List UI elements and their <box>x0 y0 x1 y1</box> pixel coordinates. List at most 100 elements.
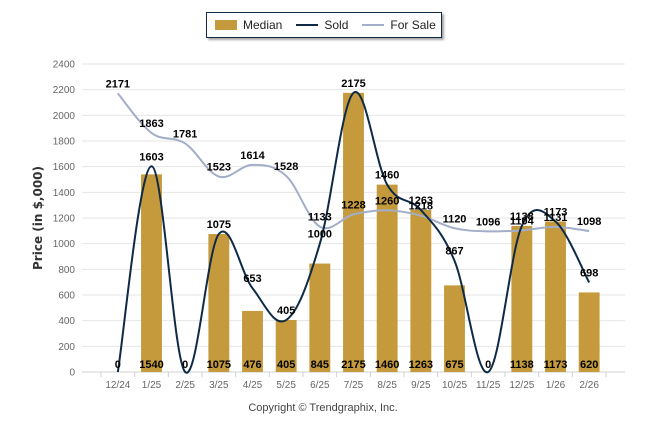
for-sale-value-label: 2171 <box>106 78 130 90</box>
median-value-label: 476 <box>243 359 261 371</box>
sold-value-label: 1173 <box>544 206 568 218</box>
y-tick-label: 1000 <box>53 239 76 250</box>
x-tick-label: 1/25 <box>142 380 162 391</box>
sold-value-label: 1138 <box>510 211 534 223</box>
legend-item-median[interactable]: Median <box>215 18 282 32</box>
sold-value-label: 1075 <box>207 219 231 231</box>
median-bars <box>141 92 600 372</box>
sold-value-label: 653 <box>243 273 261 285</box>
legend-label-median: Median <box>243 18 283 32</box>
for-sale-line-swatch <box>362 24 385 26</box>
x-tick-label: 7/25 <box>344 380 364 391</box>
sold-value-label: 698 <box>580 267 598 279</box>
for-sale-value-label: 1228 <box>341 199 365 211</box>
x-tick-label: 9/25 <box>411 380 431 391</box>
sold-line <box>116 91 591 374</box>
copyright-text: Copyright © Trendgraphix, Inc. <box>248 402 398 414</box>
x-tick-label: 8/25 <box>377 380 397 391</box>
x-axis: 12/24 1/25 2/25 3/25 4/25 5/25 6/25 7/25 8/25 9/2… <box>100 372 607 391</box>
legend-item-for-sale[interactable]: For Sale <box>362 18 436 32</box>
y-tick-label: 1800 <box>53 137 76 148</box>
y-tick-label: 1600 <box>53 162 76 173</box>
x-tick-label: 6/25 <box>310 380 330 391</box>
median-bar <box>545 221 566 372</box>
x-tick-label: 1/26 <box>546 380 566 391</box>
y-tick-label: 2000 <box>53 111 76 122</box>
x-tick-label: 11/25 <box>476 380 501 391</box>
median-value-label: 1173 <box>544 359 568 371</box>
sold-value-label: 405 <box>277 305 295 317</box>
median-value-label: 0 <box>485 359 491 371</box>
x-tick-label: 5/25 <box>276 380 296 391</box>
y-tick-label: 1200 <box>53 214 76 225</box>
median-value-label: 0 <box>182 359 188 371</box>
for-sale-value-label: 1133 <box>308 212 332 224</box>
median-bar <box>444 285 465 372</box>
for-sale-value-label: 1523 <box>207 162 231 174</box>
for-sale-value-label: 1260 <box>375 195 399 207</box>
for-sale-value-label: 1096 <box>476 216 500 228</box>
median-bar <box>410 209 432 372</box>
for-sale-value-label: 1098 <box>577 216 601 228</box>
sold-value-label: 867 <box>445 246 463 258</box>
median-swatch <box>215 20 237 30</box>
y-tick-label: 0 <box>69 368 75 379</box>
y-tick-label: 1400 <box>53 188 76 199</box>
sold-value-label: 1603 <box>139 151 163 163</box>
y-tick-label: 400 <box>58 316 75 327</box>
for-sale-value-label: 1781 <box>173 128 197 140</box>
legend-label-sold: Sold <box>324 18 349 32</box>
y-tick-label: 200 <box>58 342 75 353</box>
median-bar <box>242 310 263 372</box>
sold-value-label: 1263 <box>409 195 433 207</box>
median-value-label: 2175 <box>341 359 365 371</box>
data-labels: 0 1540 0 1075 476 405 845 2175 1460 1263 675 0 1138 1… <box>106 78 602 371</box>
for-sale-value-label: 1863 <box>139 118 163 130</box>
for-sale-line <box>117 92 590 233</box>
median-value-label: 620 <box>580 359 598 371</box>
x-tick-label: 2/26 <box>579 380 599 391</box>
for-sale-value-label: 1528 <box>274 161 298 173</box>
median-bar <box>511 225 533 372</box>
legend-label-for-sale: For Sale <box>390 18 436 32</box>
for-sale-value-label: 1104 <box>510 215 535 227</box>
y-tick-label: 2400 <box>53 60 76 71</box>
median-bar <box>578 292 600 372</box>
y-tick-label: 600 <box>58 291 75 302</box>
median-value-label: 675 <box>445 359 463 371</box>
sold-value-label: 1460 <box>375 170 399 182</box>
x-tick-label: 10/25 <box>442 380 467 391</box>
series-lines <box>116 91 591 374</box>
median-value-label: 1138 <box>510 359 534 371</box>
x-tick-label: 3/25 <box>209 380 229 391</box>
x-tick-label: 2/25 <box>175 380 195 391</box>
sold-value-label: 1000 <box>308 229 332 241</box>
median-value-label: 1460 <box>375 359 399 371</box>
y-axis-ticks: 0 200 400 600 800 1000 1200 1400 1600 1800 2000 220… <box>53 60 76 379</box>
median-bar <box>275 320 297 372</box>
y-tick-label: 800 <box>58 265 75 276</box>
median-value-label: 1263 <box>409 359 433 371</box>
legend-item-sold[interactable]: Sold <box>296 18 348 32</box>
median-bar <box>141 174 162 372</box>
median-bar <box>208 234 230 372</box>
sold-value-label: 2175 <box>341 78 365 90</box>
x-tick-label: 12/24 <box>105 380 130 391</box>
y-tick-label: 2200 <box>53 85 76 96</box>
median-bar <box>343 92 364 372</box>
median-bar <box>309 263 331 372</box>
median-value-label: 845 <box>311 359 329 371</box>
for-sale-value-label: 1131 <box>544 212 568 224</box>
for-sale-value-label: 1614 <box>240 150 265 162</box>
for-sale-value-label: 1120 <box>443 213 467 225</box>
for-sale-value-label: 1218 <box>409 201 433 213</box>
median-value-label: 1540 <box>139 359 163 371</box>
median-bar <box>376 184 398 372</box>
median-value-label: 1075 <box>207 359 231 371</box>
legend: Median Sold For Sale <box>206 12 442 38</box>
x-tick-label: 4/25 <box>243 380 263 391</box>
y-axis-title: Price (in $,000) <box>31 166 45 270</box>
x-tick-label: 12/25 <box>509 380 534 391</box>
median-value-label: 405 <box>277 359 295 371</box>
